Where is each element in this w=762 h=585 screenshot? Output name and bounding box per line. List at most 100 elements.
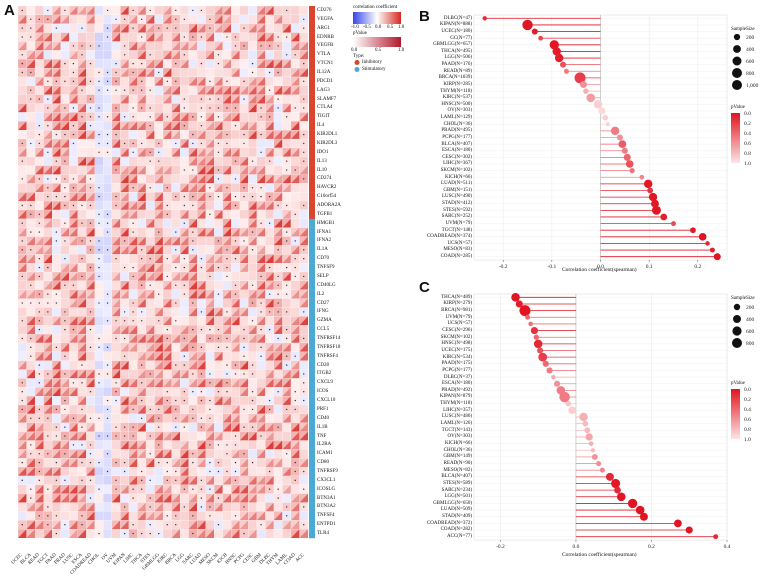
heatmap-cell xyxy=(291,104,300,113)
heatmap-cell xyxy=(103,86,112,95)
heatmap-cell xyxy=(282,15,291,24)
heatmap-cell xyxy=(69,77,78,86)
heatmap-cell xyxy=(291,33,300,42)
heatmap-cell xyxy=(78,476,87,485)
heatmap-cell xyxy=(27,485,36,494)
heatmap-cell xyxy=(95,263,104,272)
heatmap-cell xyxy=(214,361,223,370)
type-bar-cell xyxy=(309,361,315,370)
size-legend-dot xyxy=(732,68,742,78)
heatmap-cell xyxy=(206,307,215,316)
heatmap-cell xyxy=(265,307,274,316)
heatmap-cell xyxy=(265,370,274,379)
heatmap-cell xyxy=(78,6,87,15)
heatmap-cell xyxy=(282,307,291,316)
heatmap-cell xyxy=(69,440,78,449)
heatmap-cell xyxy=(223,432,232,441)
heatmap-cell xyxy=(248,183,257,192)
heatmap-cell xyxy=(180,139,189,148)
heatmap-cell xyxy=(197,325,206,334)
lollipop-point xyxy=(583,421,589,427)
heatmap-cell xyxy=(163,361,172,370)
heatmap-cell xyxy=(27,263,36,272)
heatmap-cell xyxy=(120,503,129,512)
lollipop-point xyxy=(705,241,710,246)
heatmap-cell xyxy=(282,95,291,104)
heatmap-cell xyxy=(223,334,232,343)
heatmap-cell xyxy=(27,219,36,228)
type-bar-cell xyxy=(309,352,315,361)
heatmap-cell xyxy=(248,476,257,485)
heatmap-cell xyxy=(172,210,181,219)
type-bar-cell xyxy=(309,334,315,343)
heatmap-cell xyxy=(206,414,215,423)
heatmap-cell xyxy=(299,467,308,476)
heatmap-cell xyxy=(180,281,189,290)
heatmap-cell xyxy=(120,307,129,316)
heatmap-cell xyxy=(44,396,53,405)
heatmap-cell xyxy=(35,370,44,379)
heatmap-cell xyxy=(120,387,129,396)
heatmap-cell xyxy=(112,201,121,210)
heatmap-cell xyxy=(299,281,308,290)
lollipop-point xyxy=(614,487,621,494)
heatmap-cell xyxy=(103,405,112,414)
heatmap-cell xyxy=(206,449,215,458)
heatmap-cell xyxy=(180,192,189,201)
heatmap-cell xyxy=(44,449,53,458)
heatmap-cell xyxy=(257,6,266,15)
heatmap-cell xyxy=(231,166,240,175)
heatmap-cell xyxy=(78,68,87,77)
heatmap-cell xyxy=(265,130,274,139)
heatmap-cell xyxy=(163,299,172,308)
heatmap-cell xyxy=(69,299,78,308)
heatmap-cell xyxy=(69,24,78,33)
heatmap-cell xyxy=(282,263,291,272)
heatmap-cell xyxy=(265,174,274,183)
heatmap-cell xyxy=(248,86,257,95)
heatmap-cell xyxy=(86,343,95,352)
heatmap-cell xyxy=(231,467,240,476)
heatmap-cell xyxy=(248,112,257,121)
heatmap-cell xyxy=(223,485,232,494)
heatmap-cell xyxy=(240,423,249,432)
heatmap-cell xyxy=(129,59,138,68)
heatmap-cell xyxy=(52,245,61,254)
heatmap-cell xyxy=(299,157,308,166)
heatmap-cell xyxy=(291,325,300,334)
heatmap-cell xyxy=(282,6,291,15)
heatmap-cell xyxy=(146,41,155,50)
heatmap-cell xyxy=(35,148,44,157)
heatmap-cell xyxy=(265,511,274,520)
heatmap-cell xyxy=(27,6,36,15)
heatmap-cell xyxy=(137,290,146,299)
heatmap-cell xyxy=(189,68,198,77)
heatmap-cell xyxy=(146,343,155,352)
heatmap-cell xyxy=(103,33,112,42)
heatmap-cell xyxy=(257,299,266,308)
heatmap-cell xyxy=(61,334,70,343)
corr-color-bar xyxy=(353,12,401,24)
heatmap-cell xyxy=(274,157,283,166)
heatmap-cell xyxy=(44,121,53,130)
heatmap-cell xyxy=(61,316,70,325)
heatmap-cell xyxy=(206,77,215,86)
heatmap-cell xyxy=(44,112,53,121)
type-bar-cell xyxy=(309,423,315,432)
heatmap-cell xyxy=(299,174,308,183)
heatmap-cell xyxy=(189,139,198,148)
heatmap-cell xyxy=(248,387,257,396)
heatmap-cell xyxy=(206,201,215,210)
heatmap-cell xyxy=(214,77,223,86)
heatmap-cell xyxy=(86,290,95,299)
heatmap-cell xyxy=(257,15,266,24)
heatmap-cell xyxy=(61,192,70,201)
heatmap-cell xyxy=(231,378,240,387)
heatmap-cell xyxy=(95,325,104,334)
heatmap-cell xyxy=(27,387,36,396)
heatmap-cell xyxy=(44,307,53,316)
heatmap-cell xyxy=(163,228,172,237)
heatmap-cell xyxy=(206,316,215,325)
heatmap-cell xyxy=(231,440,240,449)
heatmap-cell xyxy=(69,263,78,272)
